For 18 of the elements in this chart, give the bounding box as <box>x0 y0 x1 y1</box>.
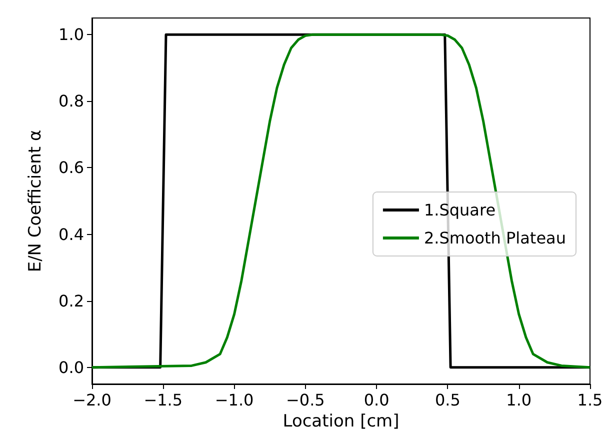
y-tick-label: 0.4 <box>58 224 84 244</box>
y-tick-label: 0.8 <box>58 92 84 111</box>
y-axis-title: E/N Coefficient α <box>26 130 46 272</box>
x-axis-title: Location [cm] <box>282 411 400 432</box>
x-tick-label: 1.0 <box>506 390 532 410</box>
legend-label: 1.Square <box>424 200 496 220</box>
x-tick-label: 1.5 <box>577 390 603 410</box>
x-tick-label: −2.0 <box>72 390 112 410</box>
x-tick-label: 0.5 <box>434 390 460 410</box>
y-tick-label: 0.0 <box>58 358 84 377</box>
legend-label: 2.Smooth Plateau <box>424 228 566 248</box>
y-tick-label: 0.2 <box>58 291 84 310</box>
y-tick-label: 0.6 <box>58 158 84 178</box>
x-tick-label: −0.5 <box>286 390 325 410</box>
x-tick-label: −1.5 <box>144 390 183 410</box>
y-tick-label: 1.0 <box>58 25 84 44</box>
x-tick-label: −1.0 <box>214 390 254 410</box>
x-tick-label: 0.0 <box>364 390 390 410</box>
